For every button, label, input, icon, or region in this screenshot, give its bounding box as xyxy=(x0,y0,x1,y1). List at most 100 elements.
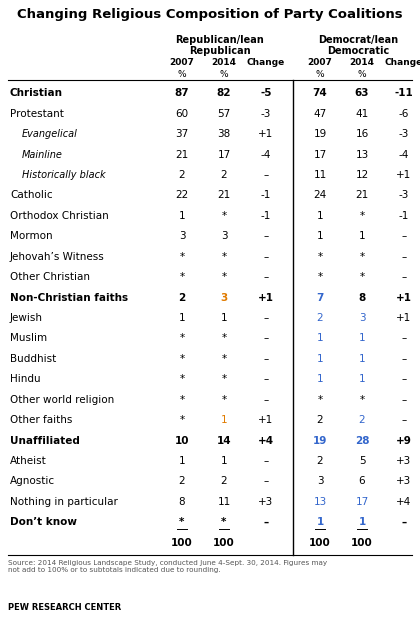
Text: 13: 13 xyxy=(355,150,369,160)
Text: Change: Change xyxy=(385,58,420,67)
Text: 1: 1 xyxy=(317,211,323,221)
Text: 2: 2 xyxy=(359,415,365,425)
Text: 17: 17 xyxy=(355,497,369,507)
Text: 1: 1 xyxy=(317,354,323,364)
Text: –: – xyxy=(402,354,407,364)
Text: 3: 3 xyxy=(220,292,228,302)
Text: 1: 1 xyxy=(358,517,366,527)
Text: –: – xyxy=(402,374,407,384)
Text: +1: +1 xyxy=(396,170,412,180)
Text: Unaffiliated: Unaffiliated xyxy=(10,436,80,446)
Text: –: – xyxy=(263,272,269,282)
Text: 82: 82 xyxy=(217,88,231,98)
Text: *: * xyxy=(221,517,227,527)
Text: 2007: 2007 xyxy=(170,58,194,67)
Text: 2: 2 xyxy=(220,477,227,486)
Text: %: % xyxy=(316,70,324,79)
Text: Orthodox Christian: Orthodox Christian xyxy=(10,211,109,221)
Text: –: – xyxy=(402,333,407,344)
Text: %: % xyxy=(178,70,186,79)
Text: -1: -1 xyxy=(261,211,271,221)
Text: 100: 100 xyxy=(351,538,373,548)
Text: 1: 1 xyxy=(178,313,185,323)
Text: *: * xyxy=(318,272,323,282)
Text: 17: 17 xyxy=(218,150,231,160)
Text: –: – xyxy=(263,374,269,384)
Text: +1: +1 xyxy=(258,415,273,425)
Text: Jewish: Jewish xyxy=(10,313,43,323)
Text: 100: 100 xyxy=(213,538,235,548)
Text: 1: 1 xyxy=(359,333,365,344)
Text: 7: 7 xyxy=(316,292,324,302)
Text: –: – xyxy=(402,517,407,527)
Text: *: * xyxy=(221,211,226,221)
Text: –: – xyxy=(263,170,269,180)
Text: -3: -3 xyxy=(399,190,409,200)
Text: *: * xyxy=(221,252,226,262)
Text: Republican: Republican xyxy=(189,46,251,56)
Text: 21: 21 xyxy=(355,190,369,200)
Text: +1: +1 xyxy=(396,292,412,302)
Text: Evangelical: Evangelical xyxy=(22,129,78,139)
Text: Agnostic: Agnostic xyxy=(10,477,55,486)
Text: -4: -4 xyxy=(399,150,409,160)
Text: 10: 10 xyxy=(175,436,189,446)
Text: 1: 1 xyxy=(316,517,324,527)
Text: Jehovah’s Witness: Jehovah’s Witness xyxy=(10,252,105,262)
Text: –: – xyxy=(263,313,269,323)
Text: -6: -6 xyxy=(399,108,409,119)
Text: 1: 1 xyxy=(359,231,365,242)
Text: 28: 28 xyxy=(355,436,369,446)
Text: Buddhist: Buddhist xyxy=(10,354,56,364)
Text: *: * xyxy=(179,374,184,384)
Text: 2: 2 xyxy=(178,170,185,180)
Text: *: * xyxy=(318,395,323,404)
Text: 37: 37 xyxy=(176,129,189,139)
Text: PEW RESEARCH CENTER: PEW RESEARCH CENTER xyxy=(8,603,121,612)
Text: 1: 1 xyxy=(359,354,365,364)
Text: 100: 100 xyxy=(309,538,331,548)
Text: 11: 11 xyxy=(313,170,327,180)
Text: 3: 3 xyxy=(359,313,365,323)
Text: 57: 57 xyxy=(218,108,231,119)
Text: –: – xyxy=(263,252,269,262)
Text: Hindu: Hindu xyxy=(10,374,41,384)
Text: 24: 24 xyxy=(313,190,327,200)
Text: -3: -3 xyxy=(399,129,409,139)
Text: Nothing in particular: Nothing in particular xyxy=(10,497,118,507)
Text: 22: 22 xyxy=(176,190,189,200)
Text: +1: +1 xyxy=(258,292,274,302)
Text: 12: 12 xyxy=(355,170,369,180)
Text: Catholic: Catholic xyxy=(10,190,52,200)
Text: –: – xyxy=(402,415,407,425)
Text: –: – xyxy=(263,333,269,344)
Text: Mainline: Mainline xyxy=(22,150,63,160)
Text: 8: 8 xyxy=(358,292,366,302)
Text: 17: 17 xyxy=(313,150,327,160)
Text: 60: 60 xyxy=(176,108,189,119)
Text: –: – xyxy=(263,477,269,486)
Text: *: * xyxy=(221,272,226,282)
Text: Changing Religious Composition of Party Coalitions: Changing Religious Composition of Party … xyxy=(17,8,403,21)
Text: *: * xyxy=(360,395,365,404)
Text: +3: +3 xyxy=(258,497,273,507)
Text: 2007: 2007 xyxy=(307,58,333,67)
Text: Change: Change xyxy=(247,58,285,67)
Text: –: – xyxy=(402,252,407,262)
Text: *: * xyxy=(179,252,184,262)
Text: 8: 8 xyxy=(178,497,185,507)
Text: -4: -4 xyxy=(261,150,271,160)
Text: -1: -1 xyxy=(261,190,271,200)
Text: 41: 41 xyxy=(355,108,369,119)
Text: 13: 13 xyxy=(313,497,327,507)
Text: Mormon: Mormon xyxy=(10,231,52,242)
Text: 2: 2 xyxy=(317,313,323,323)
Text: Republican/lean: Republican/lean xyxy=(176,35,264,45)
Text: 3: 3 xyxy=(178,231,185,242)
Text: Don’t know: Don’t know xyxy=(10,517,77,527)
Text: Other faiths: Other faiths xyxy=(10,415,72,425)
Text: *: * xyxy=(360,272,365,282)
Text: *: * xyxy=(179,517,185,527)
Text: Christian: Christian xyxy=(10,88,63,98)
Text: 100: 100 xyxy=(171,538,193,548)
